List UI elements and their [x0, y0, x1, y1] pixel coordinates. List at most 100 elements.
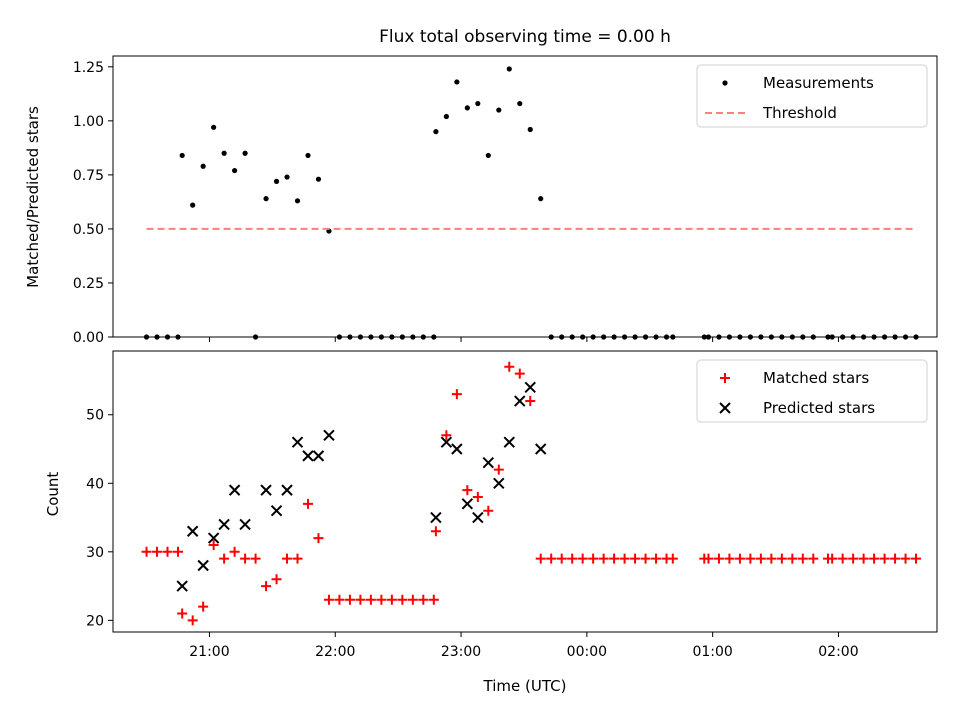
matched-star-point: [703, 553, 714, 564]
legend-label: Predicted stars: [763, 399, 875, 417]
predicted-star-point: [260, 484, 272, 496]
matched-star-point: [208, 539, 219, 550]
matched-star-point: [766, 553, 777, 564]
top-y-tick-label: 0.25: [73, 276, 104, 292]
matched-star-point: [609, 553, 620, 564]
measurement-point: [716, 334, 722, 340]
matched-star-point: [713, 553, 724, 564]
predicted-star-point: [312, 450, 325, 462]
measurement-point: [294, 198, 301, 204]
x-tick-label: 21:00: [189, 644, 229, 660]
measurement-point: [368, 334, 374, 340]
bottom-y-tick-label: 20: [86, 613, 104, 629]
bottom-plot-area: [112, 350, 938, 633]
measurement-point: [538, 196, 544, 202]
matched-star-point: [219, 553, 230, 564]
matched-star-point: [546, 553, 557, 564]
measurement-point: [840, 334, 846, 340]
measurement-point: [800, 334, 806, 340]
measurement-point: [642, 334, 649, 340]
x-tick-label: 22:00: [315, 644, 355, 660]
bottom-panel: 20 30 40 50 21:00 22:00 23:00 00:00 01:00 02:00 Ma…: [86, 350, 938, 660]
measurement-point: [454, 79, 460, 85]
measurement-point: [892, 334, 898, 340]
measurement-point: [569, 334, 575, 340]
x-tick-label: 00:00: [567, 644, 607, 660]
measurement-point: [861, 334, 867, 340]
matched-star-point: [334, 594, 345, 605]
top-series-0: [143, 66, 919, 340]
matched-star-point: [911, 553, 922, 564]
matched-star-point: [365, 594, 376, 605]
measurement-point: [548, 334, 554, 340]
measurement-point: [663, 334, 670, 340]
bottom-legend-frame: [696, 359, 928, 423]
matched-star-point: [890, 553, 901, 564]
measurement-point: [810, 334, 816, 340]
matched-star-point: [271, 574, 282, 585]
measurement-point: [871, 334, 877, 340]
matched-star-point: [640, 553, 651, 564]
matched-star-point: [313, 533, 324, 544]
predicted-star-point: [281, 484, 293, 496]
matched-star-point: [630, 553, 641, 564]
measurement-point: [758, 334, 764, 340]
matched-star-point: [651, 553, 662, 564]
measurement-point: [779, 334, 785, 340]
measurement-point: [273, 178, 280, 184]
measurement-point: [705, 334, 712, 340]
matched-star-point: [556, 553, 567, 564]
matched-star-point: [619, 553, 630, 564]
matched-star-point: [250, 553, 261, 564]
matched-star-point: [407, 594, 418, 605]
top-y-tick-label: 1.25: [73, 60, 104, 76]
measurement-point: [850, 334, 856, 340]
bottom-y-tick-label: 50: [86, 408, 104, 424]
measurement-point: [580, 334, 586, 340]
measurement-point: [175, 334, 181, 340]
measurement-point: [829, 334, 835, 340]
matched-star-point: [567, 553, 578, 564]
measurement-point: [242, 150, 248, 156]
matched-star-point: [344, 594, 355, 605]
measurement-point: [357, 334, 364, 340]
measurement-point: [611, 334, 617, 340]
measurement-point: [517, 100, 523, 107]
top-ylabel: Matched/Predicted stars: [24, 106, 42, 288]
measurement-point: [653, 334, 659, 340]
matched-star-point: [418, 594, 429, 605]
matched-star-point: [441, 430, 452, 441]
bottom-xlabel: Time (UTC): [483, 677, 567, 695]
matched-star-point: [261, 581, 272, 592]
matched-star-point: [577, 553, 588, 564]
legend-measurement-swatch: [722, 80, 728, 86]
bottom-series-0: [141, 361, 922, 626]
matched-star-point: [525, 396, 536, 407]
matched-star-point: [430, 526, 441, 537]
matched-star-point: [667, 553, 678, 564]
measurement-point: [284, 174, 290, 180]
measurement-point: [485, 152, 491, 159]
measurement-point: [305, 152, 311, 159]
matched-star-point: [787, 553, 798, 564]
matched-star-point: [808, 553, 819, 564]
measurement-point: [632, 334, 638, 340]
matched-star-point: [879, 553, 890, 564]
matched-star-point: [386, 594, 397, 605]
predicted-star-point: [291, 436, 304, 448]
predicted-star-point: [323, 429, 335, 442]
measurement-point: [737, 334, 743, 340]
measurement-point: [315, 176, 322, 182]
measurement-point: [431, 334, 437, 340]
matched-star-point: [376, 594, 387, 605]
top-legend: Measurements Threshold: [696, 64, 928, 128]
predicted-star-point: [207, 532, 220, 544]
measurement-point: [881, 334, 888, 340]
legend-label: Threshold: [762, 104, 837, 122]
measurement-point: [621, 334, 628, 340]
measurement-point: [464, 105, 470, 111]
measurement-point: [389, 334, 395, 340]
measurement-point: [164, 334, 171, 340]
matched-star-point: [292, 553, 303, 564]
